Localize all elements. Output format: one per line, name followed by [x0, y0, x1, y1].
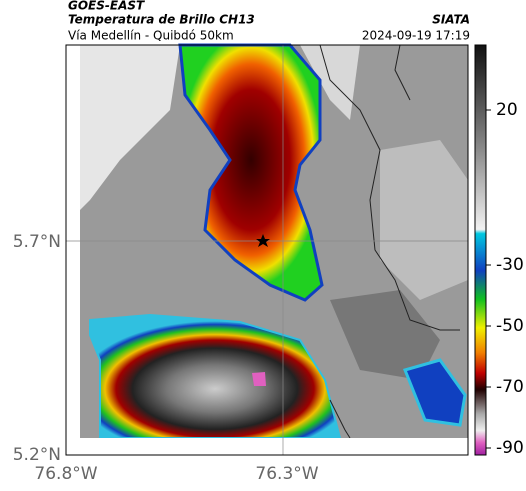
lat-label: 5.7°N	[13, 232, 61, 252]
lon-label: 76.8°W	[34, 464, 97, 484]
colorbar-tick-label: -50	[496, 316, 524, 336]
organization: SIATA	[432, 13, 470, 27]
lon-label: 76.3°W	[255, 464, 318, 484]
colorbar-tick-label: 20	[496, 100, 518, 120]
subtitle: Vía Medellín - Quibdó 50km	[68, 29, 234, 43]
lat-label: 5.2°N	[13, 445, 61, 465]
colorbar	[474, 44, 491, 456]
datetime: 2024-09-19 17:19	[362, 29, 470, 43]
colorbar-tick-label: -30	[496, 255, 524, 275]
colorbar-tick-label: -90	[496, 438, 524, 458]
colorbar-tick-label: -70	[496, 377, 524, 397]
source: GOES-EAST	[68, 0, 145, 13]
satellite-image	[65, 43, 469, 456]
title: Temperatura de Brillo CH13	[68, 13, 255, 27]
